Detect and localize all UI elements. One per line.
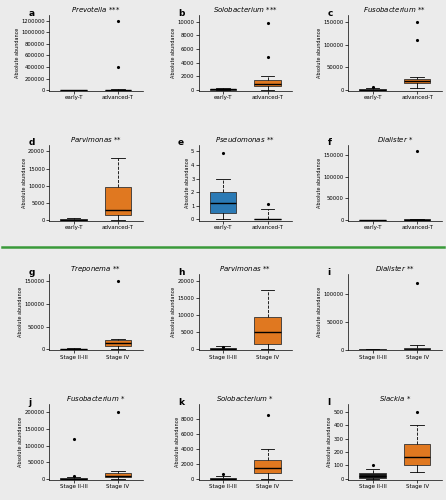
Bar	[60, 478, 87, 479]
Title: $\mathit{Fusobacterium}$ *: $\mathit{Fusobacterium}$ *	[66, 393, 126, 403]
Title: $\mathit{Fusobacterium}$ **: $\mathit{Fusobacterium}$ **	[363, 4, 426, 14]
Bar	[254, 460, 281, 473]
Text: h: h	[178, 268, 185, 277]
Text: e: e	[178, 138, 184, 147]
Y-axis label: Absolute abundance: Absolute abundance	[317, 287, 322, 338]
Title: $\mathit{Dialister}$ **: $\mathit{Dialister}$ **	[375, 264, 415, 274]
Text: j: j	[29, 398, 32, 406]
Bar	[404, 79, 430, 84]
Title: $\mathit{Solobacterium}$ *: $\mathit{Solobacterium}$ *	[216, 393, 274, 403]
Title: $\mathit{Prevotella}$ ***: $\mathit{Prevotella}$ ***	[71, 4, 120, 14]
Title: $\mathit{Slackia}$ *: $\mathit{Slackia}$ *	[379, 394, 411, 403]
Y-axis label: Absolute abundance: Absolute abundance	[317, 158, 322, 208]
Bar	[60, 219, 87, 220]
Bar	[404, 348, 430, 350]
Y-axis label: Absolute abundance: Absolute abundance	[171, 28, 176, 78]
Bar	[254, 317, 281, 344]
Bar	[210, 348, 236, 350]
Bar	[210, 192, 236, 212]
Y-axis label: Absolute abundance: Absolute abundance	[21, 158, 27, 208]
Title: $\mathit{Solobacterium}$ ***: $\mathit{Solobacterium}$ ***	[213, 4, 278, 14]
Title: $\mathit{Treponema}$ **: $\mathit{Treponema}$ **	[70, 264, 121, 274]
Text: a: a	[29, 9, 35, 18]
Y-axis label: Absolute abundance: Absolute abundance	[185, 158, 190, 208]
Bar	[254, 219, 281, 220]
Bar	[105, 188, 132, 214]
Y-axis label: Absolute abundance: Absolute abundance	[18, 287, 23, 338]
Bar	[210, 88, 236, 90]
Title: $\mathit{Pseudomonas}$ **: $\mathit{Pseudomonas}$ **	[215, 135, 275, 144]
Title: $\mathit{Dialister}$ *: $\mathit{Dialister}$ *	[376, 134, 413, 144]
Title: $\mathit{Parvimonas}$ **: $\mathit{Parvimonas}$ **	[219, 264, 271, 274]
Text: f: f	[327, 138, 331, 147]
Bar	[359, 474, 386, 478]
Text: c: c	[327, 9, 333, 18]
Bar	[210, 478, 236, 479]
Y-axis label: Absolute abundance: Absolute abundance	[171, 287, 176, 338]
Title: $\mathit{Parvimonas}$ **: $\mathit{Parvimonas}$ **	[70, 135, 122, 144]
Y-axis label: Absolute abundance: Absolute abundance	[18, 417, 23, 467]
Bar	[404, 444, 430, 466]
Bar	[105, 340, 132, 346]
Text: b: b	[178, 9, 184, 18]
Text: k: k	[178, 398, 184, 406]
Y-axis label: Absolute abundance: Absolute abundance	[327, 417, 332, 467]
Text: l: l	[327, 398, 330, 406]
Bar	[105, 473, 132, 478]
Text: i: i	[327, 268, 330, 277]
Y-axis label: Absolute abundance: Absolute abundance	[15, 28, 20, 78]
Bar	[254, 80, 281, 86]
Text: g: g	[29, 268, 35, 277]
Y-axis label: Absolute abundance: Absolute abundance	[174, 417, 180, 467]
Text: d: d	[29, 138, 35, 147]
Y-axis label: Absolute abundance: Absolute abundance	[317, 28, 322, 78]
